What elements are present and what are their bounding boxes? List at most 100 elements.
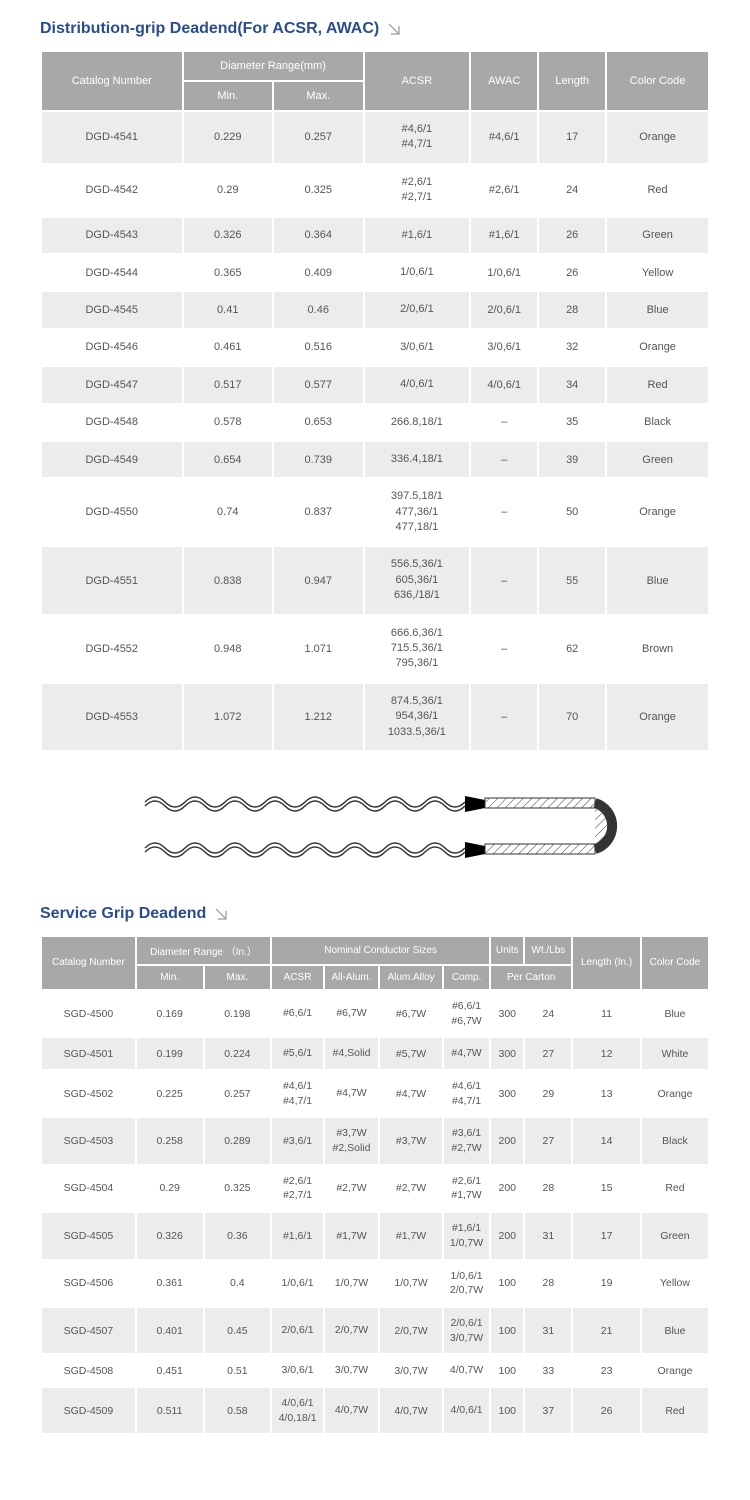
cell-length: 19 xyxy=(573,1261,640,1306)
th2-allalum: All-Alum. xyxy=(325,966,378,989)
cell-acsr: 1/0,6/1 xyxy=(272,1261,323,1306)
cell-catalog: SGD-4506 xyxy=(42,1261,135,1306)
cell-catalog: DGD-4549 xyxy=(42,442,182,477)
cell-color: Orange xyxy=(642,1071,708,1116)
cell-wt: 33 xyxy=(525,1355,571,1386)
cell-max: 0.577 xyxy=(274,367,363,402)
cell-units: 200 xyxy=(491,1213,523,1258)
th2-diameter: Diameter Range （In.） xyxy=(137,937,270,964)
table-row: DGD-4543 0.326 0.364 #1,6/1 #1,6/1 26 Gr… xyxy=(42,218,708,253)
cell-length: 26 xyxy=(539,218,605,253)
cell-alumalloy: #3,7W xyxy=(380,1118,442,1163)
cell-comp: #4,7W xyxy=(444,1038,489,1069)
table-row: SGD-4500 0.169 0.198 #6,6/1 #6,7W #6,7W … xyxy=(42,991,708,1036)
cell-length: 17 xyxy=(539,112,605,163)
cell-max: 0.46 xyxy=(274,292,363,327)
cell-color: Orange xyxy=(642,1355,708,1386)
cell-comp: 4/0,7W xyxy=(444,1355,489,1386)
cell-length: 12 xyxy=(573,1038,640,1069)
cell-max: 0.289 xyxy=(205,1118,271,1163)
cell-min: 0.199 xyxy=(137,1038,203,1069)
cell-max: 0.51 xyxy=(205,1355,271,1386)
cell-max: 0.325 xyxy=(274,165,363,216)
th2-length: Length (In.) xyxy=(573,937,640,989)
cell-length: 50 xyxy=(539,479,605,545)
table2: Catalog Number Diameter Range （In.） Nomi… xyxy=(40,935,710,1435)
cell-awac: – xyxy=(471,442,537,477)
cell-allalum: 2/0,7W xyxy=(325,1308,378,1353)
cell-wt: 28 xyxy=(525,1166,571,1211)
cell-units: 100 xyxy=(491,1308,523,1353)
cell-max: 0.257 xyxy=(274,112,363,163)
th2-min: Min. xyxy=(137,966,203,989)
th-diameter: Diameter Range(mm) xyxy=(184,52,363,80)
cell-comp: #6,6/1#6,7W xyxy=(444,991,489,1036)
cell-acsr: #3,6/1 xyxy=(272,1118,323,1163)
cell-alumalloy: #4,7W xyxy=(380,1071,442,1116)
cell-min: 0.225 xyxy=(137,1071,203,1116)
th2-nominal: Nominal Conductor Sizes xyxy=(272,937,489,964)
cell-length: 70 xyxy=(539,684,605,750)
cell-length: 17 xyxy=(573,1213,640,1258)
cell-awac: #2,6/1 xyxy=(471,165,537,216)
cell-catalog: SGD-4500 xyxy=(42,991,135,1036)
cell-color: Yellow xyxy=(607,255,708,290)
cell-min: 0.229 xyxy=(184,112,273,163)
section1-title-text: Distribution-grip Deadend(For ACSR, AWAC… xyxy=(40,20,379,38)
cell-units: 300 xyxy=(491,1071,523,1116)
cell-length: 21 xyxy=(573,1308,640,1353)
cell-comp: #2,6/1#1,7W xyxy=(444,1166,489,1211)
table-row: SGD-4505 0.326 0.36 #1,6/1 #1,7W #1,7W #… xyxy=(42,1213,708,1258)
cell-units: 100 xyxy=(491,1388,523,1433)
cell-wt: 27 xyxy=(525,1118,571,1163)
cell-acsr: 336.4,18/1 xyxy=(365,442,470,477)
cell-acsr: #4,6/1#4,7/1 xyxy=(272,1071,323,1116)
cell-color: Red xyxy=(642,1166,708,1211)
cell-length: 23 xyxy=(573,1355,640,1386)
cell-catalog: DGD-4553 xyxy=(42,684,182,750)
cell-comp: 2/0,6/13/0,7W xyxy=(444,1308,489,1353)
cell-acsr: 874.5,36/1954,36/11033.5,36/1 xyxy=(365,684,470,750)
cell-acsr: #5,6/1 xyxy=(272,1038,323,1069)
cell-catalog: SGD-4501 xyxy=(42,1038,135,1069)
cell-color: Orange xyxy=(607,479,708,545)
cell-catalog: DGD-4544 xyxy=(42,255,182,290)
cell-catalog: SGD-4505 xyxy=(42,1213,135,1258)
cell-acsr: 1/0,6/1 xyxy=(365,255,470,290)
cell-awac: – xyxy=(471,479,537,545)
cell-catalog: DGD-4545 xyxy=(42,292,182,327)
cell-catalog: SGD-4507 xyxy=(42,1308,135,1353)
cell-awac: – xyxy=(471,405,537,440)
cell-min: 0.517 xyxy=(184,367,273,402)
cell-length: 35 xyxy=(539,405,605,440)
table-row: DGD-4547 0.517 0.577 4/0,6/1 4/0,6/1 34 … xyxy=(42,367,708,402)
th2-wtlbs: Wt./Lbs xyxy=(525,937,571,964)
cell-comp: #1,6/11/0,7W xyxy=(444,1213,489,1258)
cell-alumalloy: 1/0,7W xyxy=(380,1261,442,1306)
cell-wt: 27 xyxy=(525,1038,571,1069)
cell-min: 0.29 xyxy=(137,1166,203,1211)
table-row: SGD-4503 0.258 0.289 #3,6/1 #3,7W#2,Soli… xyxy=(42,1118,708,1163)
cell-wt: 28 xyxy=(525,1261,571,1306)
grip-diagram xyxy=(40,782,710,875)
cell-comp: 1/0,6/12/0,7W xyxy=(444,1261,489,1306)
th2-color: Color Code xyxy=(642,937,708,989)
cell-catalog: DGD-4542 xyxy=(42,165,182,216)
table-row: DGD-4550 0.74 0.837 397.5,18/1477,36/147… xyxy=(42,479,708,545)
cell-min: 0.326 xyxy=(137,1213,203,1258)
table1: Catalog Number Diameter Range(mm) ACSR A… xyxy=(40,50,710,752)
th-color: Color Code xyxy=(607,52,708,110)
cell-max: 0.837 xyxy=(274,479,363,545)
cell-length: 32 xyxy=(539,330,605,365)
cell-length: 13 xyxy=(573,1071,640,1116)
cell-max: 0.36 xyxy=(205,1213,271,1258)
cell-max: 1.212 xyxy=(274,684,363,750)
cell-color: Blue xyxy=(642,1308,708,1353)
cell-alumalloy: #1,7W xyxy=(380,1213,442,1258)
cell-acsr: #2,6/1#2,7/1 xyxy=(272,1166,323,1211)
cell-awac: – xyxy=(471,616,537,682)
cell-length: 55 xyxy=(539,547,605,613)
cell-length: 62 xyxy=(539,616,605,682)
cell-allalum: 4/0,7W xyxy=(325,1388,378,1433)
cell-min: 0.74 xyxy=(184,479,273,545)
